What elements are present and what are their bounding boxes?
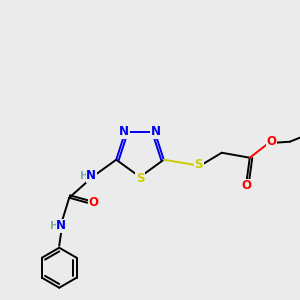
Text: O: O [242, 179, 252, 192]
Text: H: H [50, 221, 58, 231]
Text: S: S [136, 172, 144, 184]
Text: N: N [151, 125, 161, 138]
Text: S: S [194, 158, 203, 171]
Text: N: N [86, 169, 96, 182]
Text: O: O [267, 135, 277, 148]
Text: O: O [88, 196, 98, 209]
Text: H: H [80, 171, 88, 181]
Text: N: N [119, 125, 129, 138]
Text: N: N [56, 219, 66, 232]
